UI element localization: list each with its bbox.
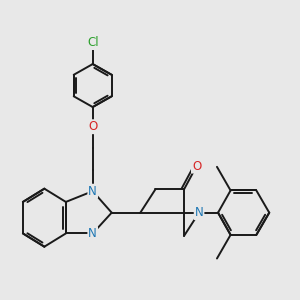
Text: O: O bbox=[88, 120, 97, 133]
Text: O: O bbox=[192, 160, 201, 172]
Text: Cl: Cl bbox=[87, 36, 98, 49]
Text: N: N bbox=[88, 227, 97, 240]
Text: N: N bbox=[195, 206, 203, 219]
Text: N: N bbox=[88, 185, 97, 198]
